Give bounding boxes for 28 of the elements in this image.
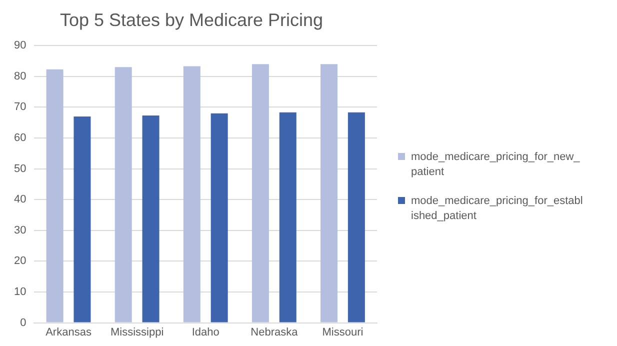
legend-label: mode_medicare_pricing_for_new_patient xyxy=(411,150,581,180)
y-tick-label: 10 xyxy=(14,286,26,298)
bar xyxy=(210,113,228,322)
chart-title: Top 5 States by Medicare Pricing xyxy=(60,10,324,30)
bar xyxy=(348,112,365,322)
bar xyxy=(279,112,296,322)
x-tick-label: Arkansas xyxy=(46,326,92,338)
bar xyxy=(183,66,200,322)
legend-label: mode_medicare_pricing_for_established_patient xyxy=(411,194,583,224)
y-tick-label: 80 xyxy=(14,70,26,82)
bar xyxy=(46,69,64,322)
bar xyxy=(74,116,91,322)
y-tick-label: 30 xyxy=(14,224,26,236)
bar xyxy=(114,67,132,322)
y-tick-label: 40 xyxy=(14,194,26,206)
y-tick-label: 70 xyxy=(14,101,26,114)
y-tick-label: 90 xyxy=(14,40,26,52)
bar xyxy=(320,64,338,322)
y-tick-label: 0 xyxy=(20,316,26,329)
y-tick-label: 50 xyxy=(14,162,26,175)
y-tick-label: 60 xyxy=(14,132,26,144)
bar xyxy=(142,116,160,322)
x-tick-label: Idaho xyxy=(192,326,220,338)
x-tick-label: Mississippi xyxy=(110,326,164,338)
x-tick-label: Missouri xyxy=(322,326,364,338)
bar xyxy=(252,64,269,322)
x-tick-label: Nebraska xyxy=(250,326,299,338)
y-tick-label: 20 xyxy=(14,255,26,268)
